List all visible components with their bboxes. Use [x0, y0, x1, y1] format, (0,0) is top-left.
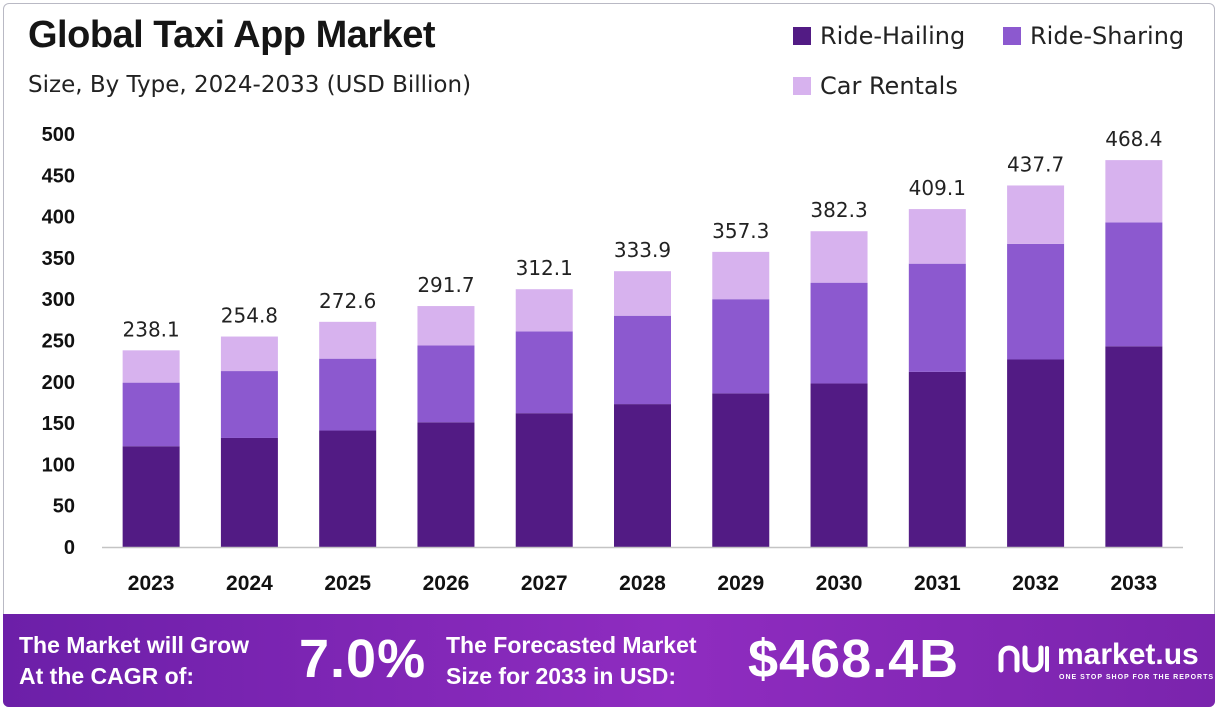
bar-segment-ride-hailing — [614, 404, 671, 547]
bar-segment-ride-sharing — [220, 371, 278, 438]
legend-swatch-car-rentals — [793, 77, 811, 95]
total-data-label: 291.7 — [417, 273, 474, 297]
bar-segment-car-rentals — [614, 271, 671, 316]
total-data-label: 333.9 — [614, 238, 671, 262]
bar-segment-car-rentals — [220, 336, 278, 372]
chart-subtitle: Size, By Type, 2024-2033 (USD Billion) — [28, 72, 472, 98]
bar-segment-ride-hailing — [220, 437, 278, 547]
x-tick-label: 2029 — [717, 572, 764, 595]
bar-segment-ride-hailing — [515, 413, 573, 547]
bar-segment-car-rentals — [908, 209, 966, 264]
y-tick-label: 400 — [42, 207, 75, 229]
x-tick-label: 2028 — [619, 572, 666, 595]
bar-segment-ride-hailing — [1105, 346, 1163, 547]
stacked-bar-chart: 0 50 100 150 200 250 300 350 400 450 500 238.1 2023 2… — [42, 124, 1183, 595]
bar-segment-car-rentals — [1105, 160, 1163, 223]
y-tick-label: 150 — [42, 413, 75, 435]
bar-segment-car-rentals — [319, 321, 377, 359]
forecast-label-line1: The Forecasted Market — [446, 632, 697, 658]
x-tick-label: 2024 — [226, 572, 273, 595]
footer-banner: The Market will Grow At the CAGR of: 7.0… — [3, 614, 1215, 707]
x-tick-label: 2026 — [423, 572, 470, 595]
legend-swatch-ride-sharing — [1003, 27, 1021, 45]
x-tick-label: 2032 — [1012, 572, 1059, 595]
total-data-label: 468.4 — [1105, 127, 1162, 151]
y-tick-label: 100 — [42, 454, 75, 476]
cagr-label: The Market will Grow At the CAGR of: — [19, 630, 249, 692]
cagr-label-line1: The Market will Grow — [19, 632, 250, 658]
legend-label-ride-hailing: Ride-Hailing — [820, 22, 966, 50]
bar-segment-ride-sharing — [1007, 243, 1065, 360]
legend-label-ride-sharing: Ride-Sharing — [1030, 22, 1185, 50]
bar-segment-ride-sharing — [1105, 222, 1163, 347]
bar-segment-ride-hailing — [712, 393, 770, 547]
bar-segment-ride-sharing — [908, 263, 966, 372]
total-data-label: 382.3 — [810, 198, 867, 222]
legend-item-ride-sharing: Ride-Sharing — [1003, 22, 1184, 50]
y-tick-label: 250 — [42, 331, 75, 353]
x-tick-label: 2027 — [521, 572, 568, 595]
total-data-label: 272.6 — [319, 289, 376, 313]
market-us-logo-icon — [998, 645, 1049, 673]
forecast-value: $468.4B — [748, 629, 960, 689]
bar-segment-ride-sharing — [319, 358, 377, 431]
total-data-label: 312.1 — [516, 256, 573, 280]
y-tick-label: 350 — [42, 248, 75, 270]
legend-label-car-rentals: Car Rentals — [820, 72, 958, 100]
y-tick-label: 450 — [42, 165, 75, 187]
bar-segment-ride-sharing — [614, 315, 671, 405]
y-tick-label: 200 — [42, 372, 75, 394]
x-tick-label: 2023 — [128, 572, 175, 595]
bar-segment-car-rentals — [810, 231, 868, 283]
x-tick-label: 2025 — [324, 572, 371, 595]
forecast-label: The Forecasted Market Size for 2033 in U… — [446, 630, 697, 692]
y-tick-label: 300 — [42, 289, 75, 311]
bar-segment-ride-hailing — [908, 371, 966, 547]
x-tick-label: 2030 — [816, 572, 863, 595]
cagr-label-line2: At the CAGR of: — [19, 663, 195, 689]
bar-segment-ride-hailing — [1007, 359, 1065, 547]
bar-segment-ride-hailing — [810, 383, 868, 547]
bar-segment-ride-hailing — [122, 446, 180, 547]
y-tick-label: 50 — [53, 496, 75, 518]
bar-segment-car-rentals — [712, 251, 770, 300]
bar-segment-ride-sharing — [515, 331, 573, 414]
x-tick-label: 2031 — [914, 572, 961, 595]
y-tick-label: 500 — [42, 124, 75, 146]
bar-segment-ride-sharing — [810, 282, 868, 384]
legend-swatch-ride-hailing — [793, 27, 811, 45]
bar-segment-car-rentals — [122, 350, 180, 383]
brand-tagline: ONE STOP SHOP FOR THE REPORTS — [1059, 674, 1215, 681]
bar-segment-car-rentals — [417, 306, 475, 346]
chart-title: Global Taxi App Market — [28, 14, 436, 56]
forecast-label-line2: Size for 2033 in USD: — [446, 663, 677, 689]
total-data-label: 254.8 — [221, 304, 278, 328]
bar-segment-ride-sharing — [417, 345, 475, 423]
total-data-label: 357.3 — [712, 219, 769, 243]
bar-segment-ride-sharing — [122, 382, 180, 447]
legend-item-car-rentals: Car Rentals — [793, 72, 958, 100]
total-data-label: 238.1 — [123, 317, 180, 341]
bar-segment-ride-sharing — [712, 299, 770, 394]
y-tick-label: 0 — [64, 537, 75, 559]
bar-segment-car-rentals — [515, 289, 573, 332]
total-data-label: 409.1 — [909, 176, 966, 200]
bar-segment-ride-hailing — [417, 422, 475, 547]
legend-item-ride-hailing: Ride-Hailing — [793, 22, 965, 50]
brand-name: market.us — [1057, 638, 1199, 671]
bar-segment-ride-hailing — [319, 430, 377, 547]
cagr-value: 7.0% — [299, 629, 427, 689]
total-data-label: 437.7 — [1007, 152, 1064, 176]
x-tick-label: 2033 — [1111, 572, 1158, 595]
bar-segment-car-rentals — [1007, 185, 1065, 244]
